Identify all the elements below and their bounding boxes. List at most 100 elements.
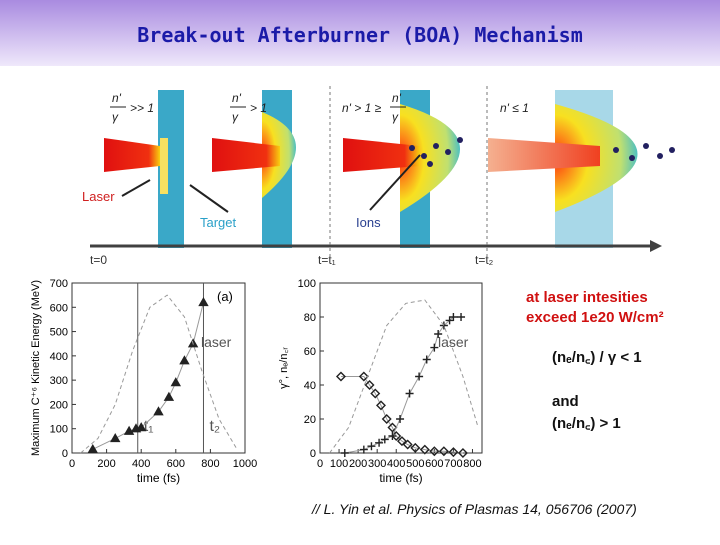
y-tick-label: 100: [298, 278, 316, 290]
x-tick-label: 600: [167, 458, 185, 470]
numerator: n': [112, 91, 122, 105]
note: exceed 1e20 W/cm²: [526, 309, 664, 326]
prefix: n' > 1 ≥: [342, 101, 382, 115]
data-point: [370, 388, 381, 399]
y-tick-label: 500: [50, 327, 68, 339]
relation: > 1: [250, 101, 267, 115]
data-point: [457, 448, 468, 458]
prefix: n' ≤ 1: [500, 101, 529, 115]
pointer: [121, 179, 151, 197]
y-tick-label: 600: [50, 302, 68, 314]
y-axis-label: Maximum C⁺⁶ Kinetic Energy (MeV): [30, 280, 42, 456]
y-tick-label: 100: [50, 424, 68, 436]
x-tick-label: 400: [387, 458, 405, 470]
y-tick-label: 0: [62, 448, 68, 460]
x-axis-label: time (fs): [137, 471, 180, 485]
data-point: [375, 438, 384, 447]
panel-label: (a): [217, 289, 233, 304]
data-point: [380, 435, 389, 444]
laser-beam: [343, 138, 420, 172]
laser-label: laser: [201, 334, 232, 350]
diagram: Laser Target Ions n' γ >> 1 n' γ > 1 n' …: [82, 86, 675, 267]
denominator: γ: [232, 110, 239, 124]
y-tick-label: 300: [50, 375, 68, 387]
y-tick-label: 700: [50, 278, 68, 290]
data-point: [387, 422, 398, 433]
time-label: t=t₁: [318, 253, 336, 267]
laser-label: laser: [438, 334, 469, 350]
x-tick-label: 700: [444, 458, 462, 470]
data-point: [179, 355, 190, 365]
x-tick-label: 100: [330, 458, 348, 470]
laser-beam: [488, 138, 600, 172]
y-axis-label: γ°, nₑ/n꜀ᵣ: [278, 347, 290, 389]
y-tick-label: 400: [50, 351, 68, 363]
data-point: [439, 321, 448, 330]
data-point: [445, 316, 454, 325]
laser-curve: [329, 299, 479, 454]
y-tick-label: 40: [304, 380, 316, 392]
time-label: t=0: [90, 253, 107, 267]
x-tick-label: 800: [463, 458, 481, 470]
data-point: [198, 297, 209, 307]
x-tick-label: 400: [132, 458, 150, 470]
time-marker-label: t₂: [209, 418, 220, 435]
data-point: [402, 439, 413, 450]
y-tick-label: 80: [304, 312, 316, 324]
x-tick-label: 0: [317, 458, 323, 470]
data-point: [429, 446, 440, 457]
header-band: [0, 0, 720, 66]
note: at laser intesities: [526, 289, 648, 306]
x-tick-label: 500: [406, 458, 424, 470]
x-tick-label: 200: [349, 458, 367, 470]
data-point: [170, 377, 182, 387]
data-point: [364, 380, 375, 390]
data-point: [340, 449, 349, 457]
time-marker-label: t₁: [144, 418, 154, 435]
x-tick-label: 800: [201, 458, 219, 470]
data-point: [335, 371, 346, 382]
x-tick-label: 200: [97, 458, 115, 470]
data-point: [381, 414, 392, 424]
data-point: [388, 432, 397, 440]
data-point: [153, 406, 164, 416]
denominator: γ: [392, 110, 399, 124]
data-point: [419, 444, 430, 455]
relation: >> 1: [130, 101, 154, 115]
pointer: [369, 154, 421, 211]
data-point: [410, 442, 421, 453]
plot-frame: [71, 282, 246, 454]
data-point: [422, 355, 431, 364]
data-point: [367, 442, 376, 451]
x-axis-label: time (fs): [379, 471, 422, 485]
condition: and: [552, 393, 579, 410]
plasma: [160, 138, 168, 194]
data-point: [415, 372, 424, 381]
condition: (nₑ/n꜀) > 1: [552, 415, 621, 432]
y-tick-label: 60: [304, 346, 316, 358]
plot-frame: [319, 282, 483, 454]
x-tick-label: 300: [368, 458, 386, 470]
condition: (nₑ/n꜀) / γ < 1: [552, 349, 642, 366]
data-point: [375, 400, 386, 411]
data-point: [449, 313, 458, 321]
data-point: [359, 445, 368, 454]
laser-beam: [104, 138, 160, 172]
y-tick-label: 200: [50, 399, 68, 411]
pointer: [189, 184, 229, 213]
arrow-head: [650, 240, 662, 252]
denominator: γ: [112, 110, 119, 124]
numerator: n': [232, 91, 242, 105]
laser-beam: [212, 138, 280, 172]
data-point: [87, 443, 98, 454]
data-point: [434, 330, 443, 338]
data-point: [396, 436, 407, 447]
y-tick-label: 20: [304, 414, 316, 426]
data-point: [448, 447, 459, 458]
x-tick-label: 0: [69, 458, 75, 470]
numerator: n': [392, 91, 402, 105]
data-point: [430, 343, 439, 352]
laser-label: Laser: [82, 189, 115, 204]
data-point: [163, 391, 175, 401]
